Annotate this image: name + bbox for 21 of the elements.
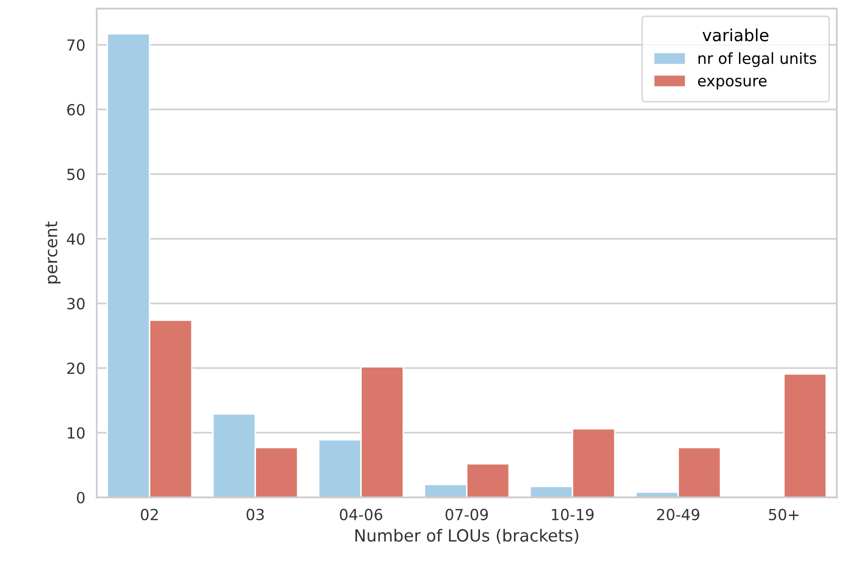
x-tick-label: 04-06 [340, 508, 382, 520]
x-tick-label: 10-19 [552, 508, 594, 520]
x-tick-label: 20-49 [657, 508, 700, 520]
y-tick-label: 40 [66, 233, 85, 245]
y-tick-label: 50 [67, 168, 85, 180]
y-tick-label: 0 [76, 492, 85, 504]
x-tick-label: 02 [140, 508, 158, 520]
legend-label: nr of legal units [698, 52, 816, 68]
bar [783, 373, 827, 498]
y-tick-label: 30 [67, 298, 85, 310]
y-axis-title: percent [45, 221, 61, 284]
x-axis-title: Number of LOUs (brackets) [355, 528, 578, 544]
y-tick-label: 20 [67, 362, 85, 374]
y-tick-label: 70 [67, 39, 85, 51]
y-tick-label: 10 [68, 427, 85, 439]
legend-title: variable [702, 28, 768, 42]
x-tick-label: 07-09 [446, 508, 488, 520]
legend-label: exposure [698, 78, 767, 90]
y-tick-label: 60 [67, 104, 85, 116]
x-tick-label: 03 [246, 508, 264, 520]
x-tick-label: 50+ [768, 508, 798, 520]
